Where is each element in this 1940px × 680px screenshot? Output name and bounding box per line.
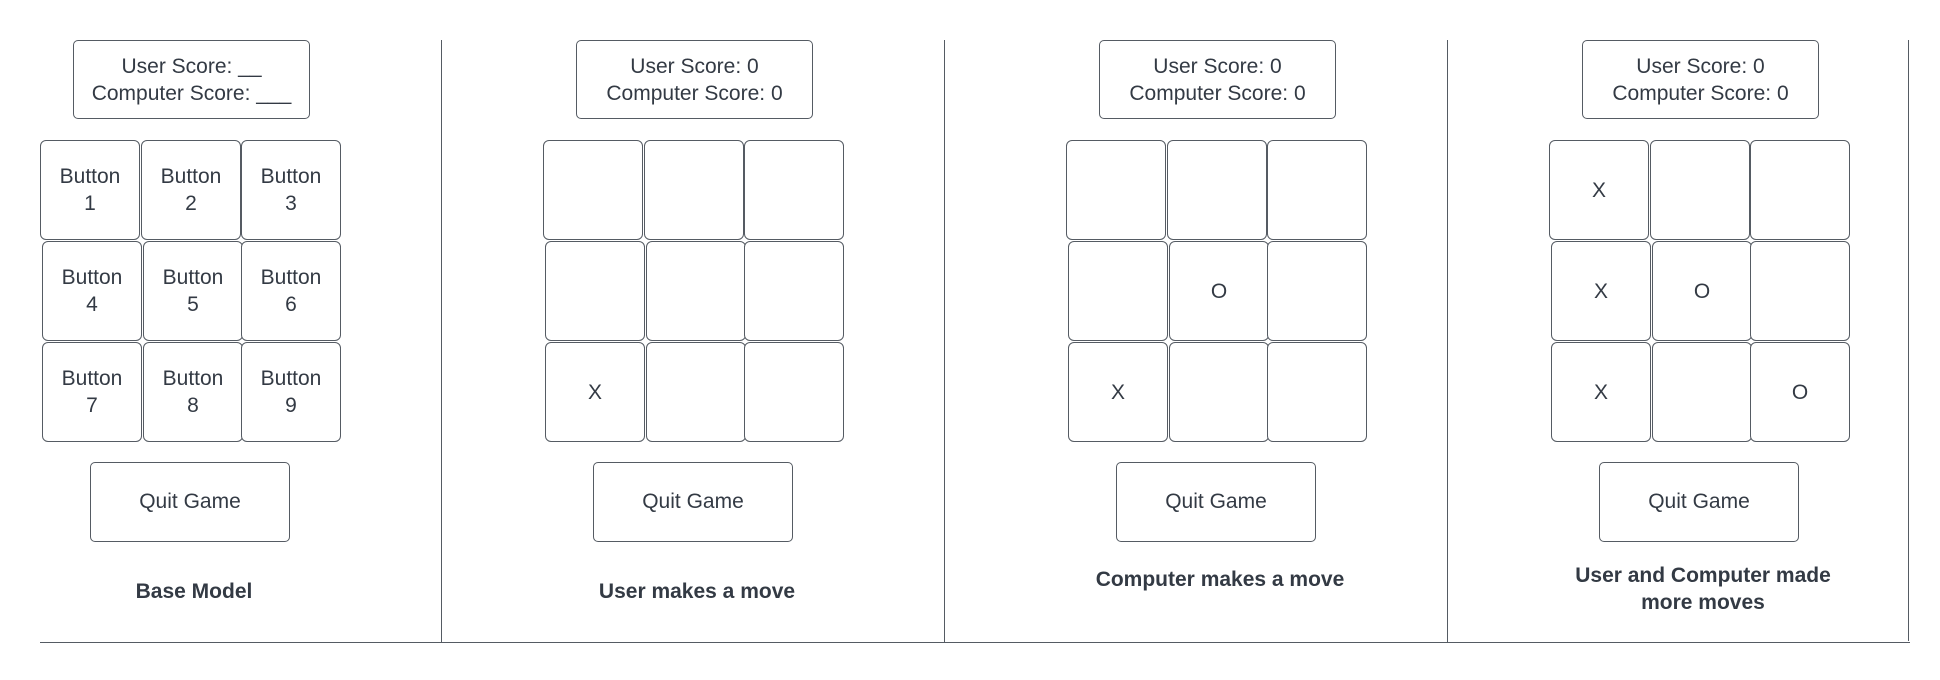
panel-more-moves: User Score: 0 Computer Score: 0 X X O X … [1447, 0, 1910, 650]
board-cell-9[interactable] [1267, 342, 1367, 442]
board-cell-5[interactable]: O [1652, 241, 1752, 341]
board-cell-8[interactable] [1169, 342, 1269, 442]
quit-game-button[interactable]: Quit Game [1599, 462, 1799, 542]
board-cell-2[interactable] [1167, 140, 1267, 240]
board-cell-8[interactable] [1652, 342, 1752, 442]
computer-score-label: Computer Score: 0 [606, 81, 783, 105]
user-score-label: User Score: 0 [1636, 54, 1765, 78]
board-button-5[interactable]: Button 5 [143, 241, 243, 341]
divider-2 [944, 40, 946, 643]
game-board: X [543, 140, 847, 444]
board-cell-4[interactable] [545, 241, 645, 341]
computer-score-label: Computer Score: 0 [1129, 81, 1306, 105]
panel-base-model: User Score: __ Computer Score: ___ Butto… [0, 0, 442, 650]
board-cell-4[interactable] [1068, 241, 1168, 341]
board-button-2[interactable]: Button 2 [141, 140, 241, 240]
user-score-label: User Score: __ [121, 54, 262, 78]
quit-game-button[interactable]: Quit Game [1116, 462, 1316, 542]
board-cell-7[interactable]: X [1068, 342, 1168, 442]
quit-game-button[interactable]: Quit Game [593, 462, 793, 542]
board-button-4[interactable]: Button 4 [42, 241, 142, 341]
board-button-8[interactable]: Button 8 [143, 342, 243, 442]
board-cell-6[interactable] [1267, 241, 1367, 341]
divider-3 [1447, 40, 1449, 643]
panel-caption: Computer makes a move [1095, 568, 1345, 591]
board-cell-9[interactable]: O [1750, 342, 1850, 442]
score-display: User Score: 0 Computer Score: 0 [576, 40, 813, 119]
board-cell-7[interactable]: X [1551, 342, 1651, 442]
board-cell-4[interactable]: X [1551, 241, 1651, 341]
board-cell-2[interactable] [1650, 140, 1750, 240]
board-cell-5[interactable]: O [1169, 241, 1269, 341]
panel-computer-move: User Score: 0 Computer Score: 0 O X Quit… [944, 0, 1447, 650]
divider-1 [441, 40, 443, 643]
board-cell-8[interactable] [646, 342, 746, 442]
board-cell-3[interactable] [1750, 140, 1850, 240]
divider-4 [1908, 40, 1910, 641]
board-cell-1[interactable] [543, 140, 643, 240]
user-score-label: User Score: 0 [630, 54, 759, 78]
panel-caption: User and Computer made more moves [1575, 564, 1831, 614]
board-cell-9[interactable] [744, 342, 844, 442]
panel-caption: Base Model [135, 580, 253, 603]
board-button-1[interactable]: Button 1 [40, 140, 140, 240]
board-button-3[interactable]: Button 3 [241, 140, 341, 240]
board-cell-1[interactable]: X [1549, 140, 1649, 240]
user-score-label: User Score: 0 [1153, 54, 1282, 78]
board-cell-7[interactable]: X [545, 342, 645, 442]
board-cell-3[interactable] [1267, 140, 1367, 240]
board-cell-6[interactable] [744, 241, 844, 341]
score-display: User Score: 0 Computer Score: 0 [1582, 40, 1819, 119]
score-display: User Score: __ Computer Score: ___ [73, 40, 310, 119]
game-board: Button 1 Button 2 Button 3 Button 4 Butt… [40, 140, 344, 444]
panel-user-move: User Score: 0 Computer Score: 0 X Quit G… [442, 0, 944, 650]
game-board: X X O X O [1549, 140, 1853, 444]
quit-game-button[interactable]: Quit Game [90, 462, 290, 542]
score-display: User Score: 0 Computer Score: 0 [1099, 40, 1336, 119]
board-button-7[interactable]: Button 7 [42, 342, 142, 442]
board-cell-5[interactable] [646, 241, 746, 341]
board-cell-2[interactable] [644, 140, 744, 240]
board-cell-3[interactable] [744, 140, 844, 240]
board-cell-6[interactable] [1750, 241, 1850, 341]
computer-score-label: Computer Score: 0 [1612, 81, 1789, 105]
computer-score-label: Computer Score: ___ [91, 81, 292, 105]
panel-caption: User makes a move [598, 580, 796, 603]
board-cell-1[interactable] [1066, 140, 1166, 240]
game-board: O X [1066, 140, 1370, 444]
board-button-9[interactable]: Button 9 [241, 342, 341, 442]
board-button-6[interactable]: Button 6 [241, 241, 341, 341]
bottom-border [40, 642, 1910, 644]
